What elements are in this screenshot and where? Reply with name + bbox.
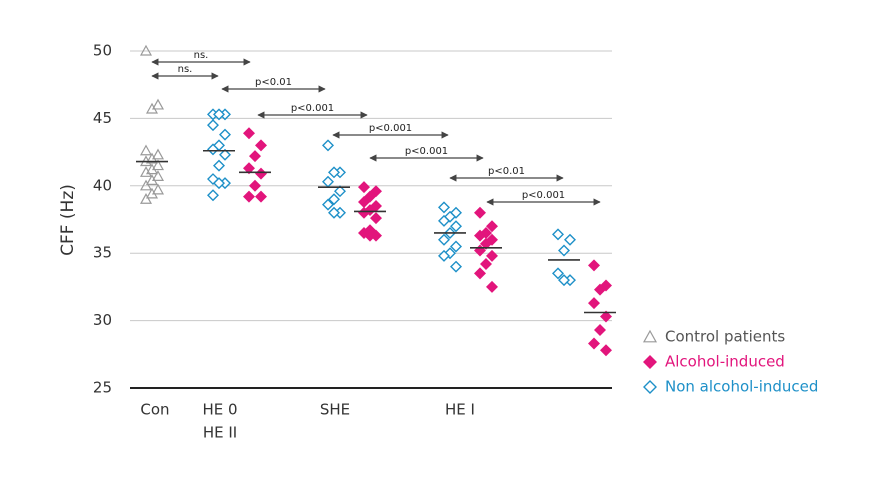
legend-label: Control patients [665,328,785,346]
comparison-label: ns. [178,64,193,75]
data-point [334,185,346,198]
data-point [207,143,219,156]
legend-label: Alcohol-induced [665,353,785,371]
y-tick-label: 25 [93,379,112,397]
data-point [328,193,340,206]
data-point [322,139,334,152]
y-tick-label: 40 [93,176,112,194]
legend-marker [643,355,657,369]
data-point [588,259,600,272]
data-point [139,193,153,204]
data-point [322,175,334,188]
data-point [450,220,462,233]
data-point [151,159,165,171]
data-point [588,337,600,350]
data-point [450,260,462,273]
data-point [255,190,267,203]
data-point [145,187,159,199]
legend-marker [643,380,657,394]
data-point [145,163,159,175]
data-point [564,233,576,246]
data-point [139,44,153,56]
data-point [450,240,462,253]
x-category-label: HE I [445,401,475,419]
data-point [328,166,340,179]
comparison-label: ns. [194,50,209,61]
data-point [486,249,498,262]
data-point [255,139,267,152]
data-point [486,280,498,293]
data-point [486,220,498,233]
comparison-label: p<0.001 [291,103,334,114]
data-point [219,128,231,141]
data-point [151,148,165,160]
data-point [480,257,492,270]
data-point [322,198,334,211]
y-tick-label: 50 [93,42,112,60]
comparison-label: p<0.01 [255,77,292,88]
legend-label: Non alcohol-induced [665,378,818,396]
data-point [552,267,564,280]
data-point [552,228,564,241]
data-point [594,324,606,337]
data-point [558,274,570,287]
data-point [600,344,612,357]
x-category-label: HE II [203,424,237,442]
y-tick-label: 45 [93,109,112,127]
data-point [558,244,570,257]
data-point [145,174,159,186]
comparison-label: p<0.001 [522,190,565,201]
data-point [364,190,376,203]
data-point [328,206,340,219]
data-point [438,249,450,262]
data-point [243,127,255,140]
data-point [474,206,486,219]
data-point [370,185,382,198]
data-point [594,283,606,296]
data-point [243,190,255,203]
data-point [139,166,153,177]
data-point [249,150,261,163]
comparison-label: p<0.01 [488,166,525,177]
data-point [139,144,153,156]
x-category-label: SHE [320,401,350,419]
data-point [364,229,376,242]
data-point [588,297,600,310]
data-point [249,179,261,192]
data-point [358,181,370,194]
y-tick-label: 35 [93,244,112,262]
comparison-label: p<0.001 [405,146,448,157]
data-point [151,183,165,195]
data-point [145,152,159,164]
data-point [600,310,612,323]
data-point [438,233,450,246]
data-point [243,162,255,175]
x-category-label: HE 0 [202,401,237,419]
data-point [139,179,153,191]
data-point [207,119,219,132]
data-point [370,212,382,225]
x-category-label: Con [140,401,169,419]
y-tick-label: 30 [93,311,112,329]
comparison-label: p<0.001 [369,123,412,134]
data-point [145,102,159,114]
data-point [438,214,450,227]
data-point [219,148,231,161]
data-point [474,229,486,242]
data-point [151,98,165,110]
data-point [438,201,450,214]
y-axis-label: CFF (Hz) [58,184,78,256]
legend-marker [642,329,658,343]
data-point [213,159,225,172]
data-point [213,177,225,190]
data-point [151,170,165,181]
data-point [480,237,492,250]
data-point [474,267,486,280]
data-point [207,189,219,202]
data-point [213,108,225,121]
data-point [255,167,267,180]
